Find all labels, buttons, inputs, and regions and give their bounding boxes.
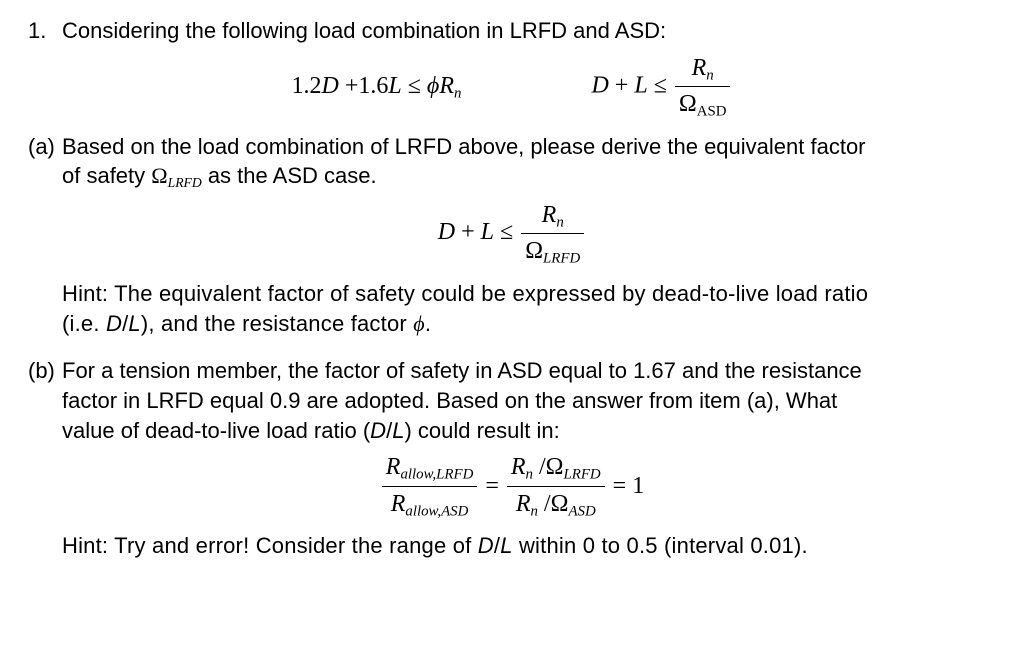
eq-row-1: 1.2D +1.6L ≤ ϕRn D + L ≤ Rn ΩASD	[28, 52, 996, 122]
hint-b: Hint: Try and error! Consider the range …	[62, 531, 996, 561]
part-b-text: For a tension member, the factor of safe…	[62, 356, 862, 445]
hint-a: Hint: The equivalent factor of safety co…	[62, 279, 996, 338]
eq-asd: D + L ≤ Rn ΩASD	[591, 52, 732, 122]
eq-b: Rallow,LRFD Rallow,ASD = Rn /ΩLRFD Rn /Ω…	[380, 451, 644, 521]
frac-allow: Rallow,LRFD Rallow,ASD	[382, 451, 478, 521]
part-a-text: Based on the load combination of LRFD ab…	[62, 132, 866, 193]
eq-a: D + L ≤ Rn ΩLRFD	[438, 219, 586, 245]
question-stem-row: 1. Considering the following load combin…	[28, 16, 996, 46]
part-b-label: (b)	[28, 356, 62, 386]
question-intro: Considering the following load combinati…	[62, 16, 666, 46]
eq-row-b: Rallow,LRFD Rallow,ASD = Rn /ΩLRFD Rn /Ω…	[28, 451, 996, 521]
eq-row-a: D + L ≤ Rn ΩLRFD	[28, 199, 996, 269]
part-a-label: (a)	[28, 132, 62, 162]
omega-lrfd-inline: ΩLRFD	[151, 163, 201, 188]
question-number: 1.	[28, 16, 62, 46]
frac-rn-omega: Rn /ΩLRFD Rn /ΩASD	[507, 451, 605, 521]
eq-lrfd: 1.2D +1.6L ≤ ϕRn	[292, 70, 462, 104]
part-a-row: (a) Based on the load combination of LRF…	[28, 132, 996, 193]
part-b-row: (b) For a tension member, the factor of …	[28, 356, 996, 445]
